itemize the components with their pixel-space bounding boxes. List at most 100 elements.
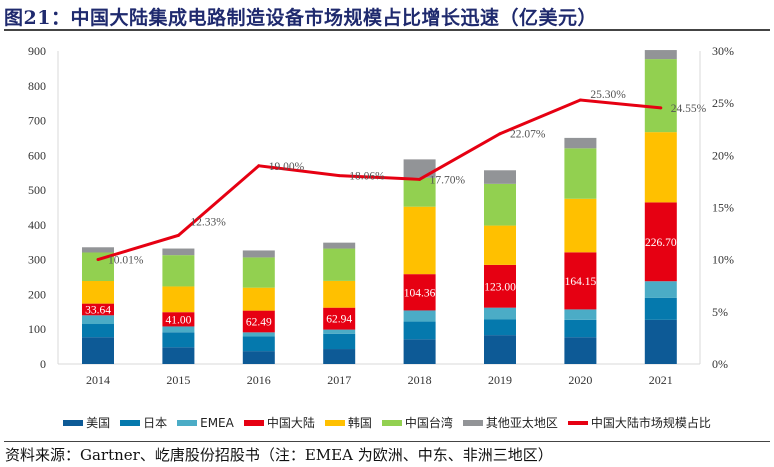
legend-swatch: [567, 420, 588, 425]
bar-segment: [82, 281, 114, 304]
x-tick-label: 2017: [327, 373, 351, 387]
legend-item: 中国大陆市场规模占比: [567, 414, 711, 431]
legend-label: 其他亚太地区: [485, 416, 558, 430]
line-label: 25.30%: [590, 89, 626, 101]
line-label: 12.33%: [190, 216, 226, 228]
y-tick-label: 300: [28, 253, 46, 267]
bar-segment: [644, 202, 677, 282]
bar-segment: [82, 324, 114, 338]
bar-segment: [242, 310, 275, 333]
y-tick-label: 700: [28, 114, 46, 128]
y2-tick-label: 5%: [712, 305, 728, 319]
x-tick-label: 2015: [166, 373, 190, 387]
legend-label: 美国: [86, 416, 111, 430]
bar-segment: [82, 303, 114, 316]
bar-segment: [162, 248, 195, 256]
y-tick-label: 400: [28, 218, 46, 232]
bar-segment: [242, 257, 275, 288]
bar-segment: [484, 170, 516, 184]
bar-segment: [403, 310, 436, 322]
bar-segment: [644, 50, 677, 60]
legend-item: EMEA: [177, 414, 234, 431]
y2-tick-label: 10%: [712, 253, 734, 267]
bar-segment: [564, 252, 597, 310]
bar-segment: [162, 286, 195, 313]
legend-item: 日本: [120, 414, 167, 431]
bar-segment: [644, 297, 677, 320]
bar-segment: [564, 309, 597, 320]
bar-segment: [484, 319, 516, 336]
bar-segment: [82, 247, 114, 253]
bar-segment: [323, 333, 356, 350]
legend-label: 中国大陆: [266, 416, 315, 430]
bar-segment: [644, 281, 677, 298]
bar-segment: [403, 339, 436, 364]
title-rule: [4, 29, 770, 31]
bar-segment: [484, 307, 516, 320]
x-tick-label: 2021: [649, 373, 673, 387]
legend: 美国 日本 EMEA 中国大陆 韩国 中国台湾 其他亚太地区 中国大陆市场规模占比: [0, 414, 774, 431]
bar-segment: [323, 349, 356, 364]
data-label: 62.49: [246, 316, 272, 328]
data-label: 104.36: [404, 287, 436, 299]
y-tick-label: 500: [28, 183, 46, 197]
bar-segment: [484, 264, 516, 308]
bar-segment: [242, 287, 275, 311]
y2-tick-label: 20%: [712, 148, 734, 162]
bar-segment: [644, 59, 677, 133]
y-tick-label: 100: [28, 322, 46, 336]
bar-segment: [162, 312, 195, 327]
bar-segment: [323, 242, 356, 249]
legend-label: 日本: [143, 416, 168, 430]
source-rule: [4, 441, 770, 442]
line-point: [659, 106, 663, 110]
stacked-bar-line-chart: 0 100 200 300 400 500 600 700 800 900 0% 5% 10% 15% 20…: [28, 44, 734, 387]
y2-tick-label: 15%: [712, 201, 734, 215]
share-line: [97, 98, 661, 261]
bar-segment: [484, 335, 516, 364]
bar-segment: [82, 337, 114, 364]
legend-item: 美国: [63, 414, 110, 431]
bar-segment: [564, 137, 597, 149]
bar-segment: [162, 332, 195, 348]
bar-segment: [162, 347, 195, 364]
source-note: 资料来源：Gartner、屹唐股份招股书（注：EMEA 为欧洲、中东、非洲三地区…: [5, 446, 553, 464]
bar-segment: [564, 319, 597, 338]
line-label: 17.70%: [430, 174, 466, 186]
bar-segment: [403, 321, 436, 340]
legend-label: 中国大陆市场规模占比: [590, 416, 711, 430]
data-label: 33.64: [85, 304, 111, 316]
bar-segment: [82, 315, 114, 325]
figure-title: 图21：中国大陆集成电路制造设备市场规模占比增长迅速（亿美元）: [4, 7, 597, 29]
line-point: [257, 164, 261, 168]
bar-segment: [242, 351, 275, 364]
bar-segment: [403, 206, 436, 275]
bar-segment: [323, 329, 356, 334]
bar-segment: [484, 183, 516, 226]
line-point: [418, 177, 422, 181]
bar-segment: [162, 326, 195, 333]
data-label: 41.00: [165, 314, 191, 326]
bar-segment: [564, 337, 597, 364]
legend-item: 其他亚太地区: [462, 414, 558, 431]
line-point: [96, 258, 100, 262]
bar-segment: [644, 319, 677, 364]
x-tick-label: 2019: [488, 373, 512, 387]
x-tick-label: 2018: [408, 373, 432, 387]
bar-segment: [162, 255, 195, 287]
data-label: 123.00: [484, 281, 516, 293]
bar-segment: [242, 250, 275, 258]
line-label: 10.01%: [108, 255, 144, 267]
legend-swatch: [177, 419, 198, 426]
legend-label: 韩国: [347, 416, 372, 430]
bar-segment: [323, 248, 356, 281]
line-point: [578, 98, 582, 102]
bar-segment: [644, 132, 677, 203]
bar-segment: [564, 148, 597, 199]
line-label: 18.06%: [349, 171, 385, 183]
data-label: 226.70: [645, 237, 677, 249]
legend-swatch: [243, 419, 264, 426]
line-label: 24.55%: [671, 103, 707, 115]
legend-swatch: [120, 419, 141, 426]
legend-swatch: [324, 419, 345, 426]
